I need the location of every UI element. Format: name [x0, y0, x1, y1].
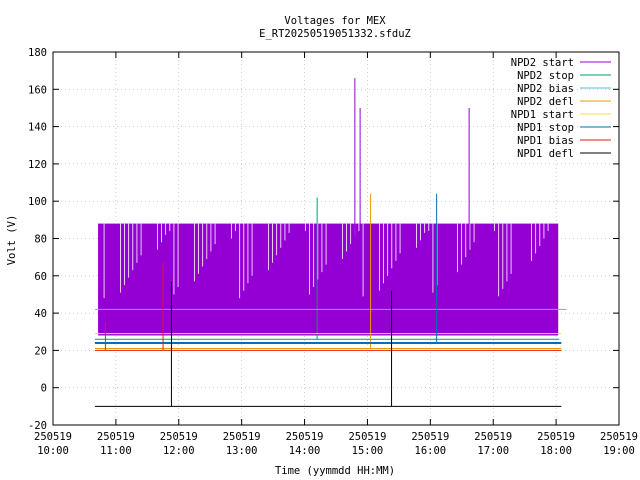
x-tick-time: 10:00 [37, 445, 69, 457]
x-tick-date: 250519 [474, 431, 512, 443]
x-tick-date: 250519 [97, 431, 135, 443]
x-tick-date: 250519 [348, 431, 386, 443]
y-tick-label: 40 [34, 308, 47, 320]
x-tick-time: 17:00 [477, 445, 509, 457]
x-tick-time: 18:00 [540, 445, 572, 457]
chart-subtitle: E_RT20250519051332.sfduZ [259, 28, 411, 40]
x-tick-date: 250519 [160, 431, 198, 443]
x-tick-time: 16:00 [415, 445, 447, 457]
legend-label: NPD1 bias [517, 135, 574, 147]
y-tick-label: 0 [41, 383, 47, 395]
y-tick-label: 80 [34, 234, 47, 246]
y-tick-label: 120 [28, 159, 47, 171]
x-tick-time: 15:00 [352, 445, 384, 457]
chart-title: Voltages for MEX [284, 15, 386, 27]
legend-label: NPD1 start [511, 109, 574, 121]
y-tick-label: -20 [28, 420, 47, 432]
y-tick-label: 60 [34, 271, 47, 283]
x-tick-time: 14:00 [289, 445, 321, 457]
x-tick-time: 13:00 [226, 445, 258, 457]
series-layer [94, 78, 567, 407]
series-npd2-start [98, 78, 559, 336]
x-tick-time: 11:00 [100, 445, 132, 457]
legend-label: NPD1 defl [517, 148, 574, 160]
x-tick-date: 250519 [411, 431, 449, 443]
y-tick-label: 160 [28, 84, 47, 96]
x-tick-date: 250519 [537, 431, 575, 443]
y-tick-label: 20 [34, 345, 47, 357]
x-tick-date: 250519 [286, 431, 324, 443]
x-tick-date: 250519 [34, 431, 72, 443]
x-tick-date: 250519 [600, 431, 638, 443]
y-tick-label: 140 [28, 122, 47, 134]
y-tick-label: 180 [28, 47, 47, 59]
series-npd1-stop [94, 193, 562, 344]
series-npd1-bias [94, 262, 562, 351]
legend-label: NPD2 stop [517, 70, 574, 82]
legend-label: NPD2 bias [517, 83, 574, 95]
ticks: -20 0 20 40 60 80 100 120 140 160 180 250519 10:00 25… [28, 47, 638, 457]
legend-label: NPD1 stop [517, 122, 574, 134]
y-tick-label: 100 [28, 196, 47, 208]
x-tick-time: 19:00 [603, 445, 635, 457]
series-npd2-stop [94, 197, 560, 340]
y-axis-label: Volt (V) [6, 215, 18, 266]
series-npd1-defl [94, 281, 562, 407]
legend-label: NPD2 start [511, 57, 574, 69]
series-band [98, 223, 559, 336]
legend-label: NPD2 defl [517, 96, 574, 108]
x-axis-label: Time (yymmdd HH:MM) [275, 465, 395, 477]
x-tick-time: 12:00 [163, 445, 195, 457]
series-npd2-defl [94, 193, 562, 350]
x-tick-date: 250519 [223, 431, 261, 443]
